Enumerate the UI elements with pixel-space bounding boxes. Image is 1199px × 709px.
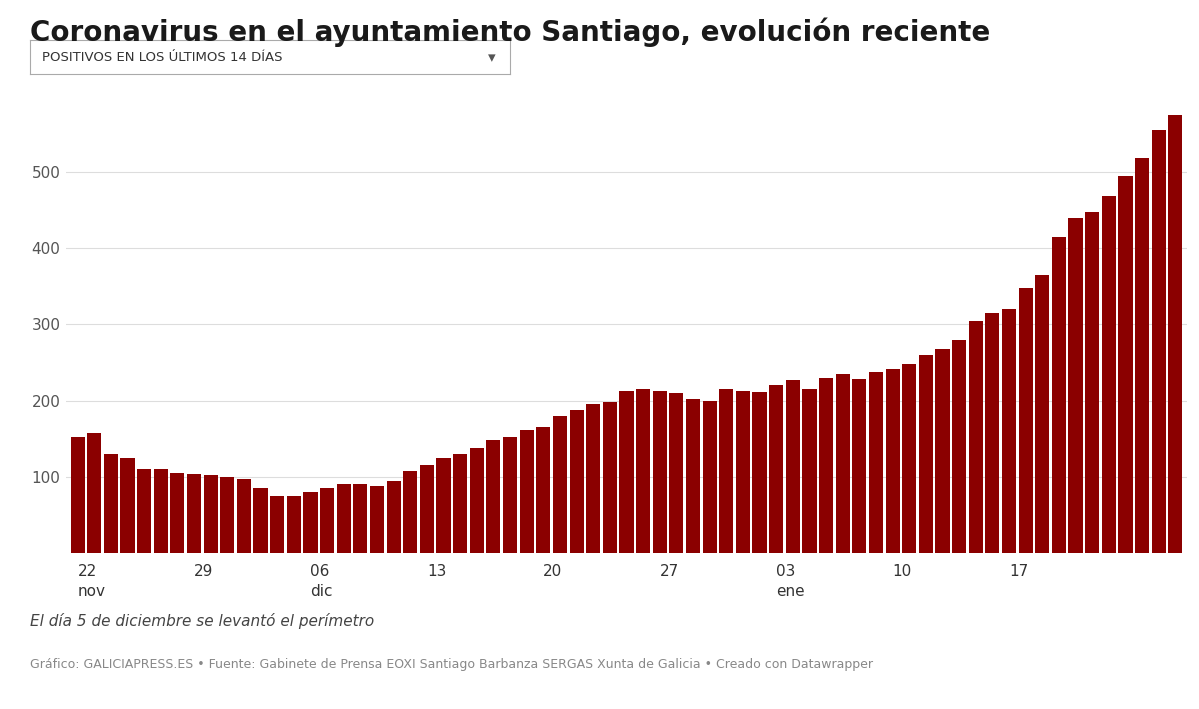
Bar — [836, 374, 850, 553]
Bar — [719, 389, 734, 553]
Bar — [303, 492, 318, 553]
Text: 10: 10 — [892, 564, 912, 579]
Bar — [769, 386, 783, 553]
Bar — [187, 474, 201, 553]
Bar — [104, 454, 118, 553]
Bar — [635, 389, 650, 553]
Bar — [287, 496, 301, 553]
Bar — [370, 486, 384, 553]
Bar — [736, 391, 751, 553]
Text: 20: 20 — [543, 564, 562, 579]
Bar — [869, 372, 882, 553]
Bar — [952, 340, 966, 553]
Bar — [470, 448, 484, 553]
Bar — [902, 364, 916, 553]
Text: POSITIVOS EN LOS ÚLTIMOS 14 DÍAS: POSITIVOS EN LOS ÚLTIMOS 14 DÍAS — [42, 51, 283, 64]
Bar — [253, 489, 267, 553]
Text: Gráfico: GALICIAPRESS.ES • Fuente: Gabinete de Prensa EOXI Santiago Barbanza SER: Gráfico: GALICIAPRESS.ES • Fuente: Gabin… — [30, 658, 873, 671]
Bar — [403, 471, 417, 553]
Bar — [553, 415, 567, 553]
Bar — [420, 465, 434, 553]
Bar — [1102, 196, 1116, 553]
Bar — [170, 473, 185, 553]
Bar — [1152, 130, 1165, 553]
Bar — [1035, 275, 1049, 553]
Bar — [603, 402, 617, 553]
Bar — [337, 484, 351, 553]
Bar — [536, 428, 550, 553]
Bar — [453, 454, 468, 553]
Bar — [802, 389, 817, 553]
Bar — [204, 474, 218, 553]
Bar — [519, 430, 534, 553]
Bar — [386, 481, 400, 553]
Bar — [270, 496, 284, 553]
Bar — [153, 469, 168, 553]
Bar — [1019, 288, 1032, 553]
Bar — [71, 437, 85, 553]
Bar — [703, 401, 717, 553]
Text: Coronavirus en el ayuntamiento Santiago, evolución reciente: Coronavirus en el ayuntamiento Santiago,… — [30, 18, 990, 48]
Bar — [1135, 158, 1149, 553]
Bar — [935, 349, 950, 553]
Bar — [886, 369, 899, 553]
Bar — [570, 410, 584, 553]
Bar — [918, 355, 933, 553]
Text: 13: 13 — [427, 564, 446, 579]
Text: 03: 03 — [776, 564, 796, 579]
Bar — [852, 379, 867, 553]
Text: El día 5 de diciembre se levantó el perímetro: El día 5 de diciembre se levantó el perí… — [30, 613, 374, 630]
Text: ene: ene — [776, 584, 805, 598]
Bar — [986, 313, 1000, 553]
Text: 22: 22 — [78, 564, 97, 579]
Bar — [120, 458, 134, 553]
Bar — [1085, 211, 1099, 553]
Bar — [137, 469, 151, 553]
Text: ▾: ▾ — [488, 50, 495, 65]
Text: 29: 29 — [194, 564, 213, 579]
Text: nov: nov — [78, 584, 106, 598]
Bar — [436, 458, 451, 553]
Bar — [819, 378, 833, 553]
Bar — [502, 437, 517, 553]
Bar — [785, 380, 800, 553]
Bar — [1068, 218, 1083, 553]
Bar — [1052, 237, 1066, 553]
Bar — [221, 477, 234, 553]
Text: dic: dic — [311, 584, 333, 598]
Bar — [487, 440, 500, 553]
Bar — [586, 404, 601, 553]
Text: 17: 17 — [1010, 564, 1029, 579]
Bar — [237, 479, 251, 553]
Text: 27: 27 — [659, 564, 679, 579]
Bar — [1119, 176, 1133, 553]
Bar — [1002, 309, 1016, 553]
Bar — [753, 392, 766, 553]
Bar — [669, 393, 683, 553]
Bar — [88, 432, 101, 553]
Bar — [354, 484, 367, 553]
Bar — [686, 399, 700, 553]
Bar — [1168, 115, 1182, 553]
Bar — [652, 391, 667, 553]
Bar — [320, 489, 335, 553]
Bar — [969, 321, 983, 553]
Text: 06: 06 — [311, 564, 330, 579]
Bar — [620, 391, 633, 553]
